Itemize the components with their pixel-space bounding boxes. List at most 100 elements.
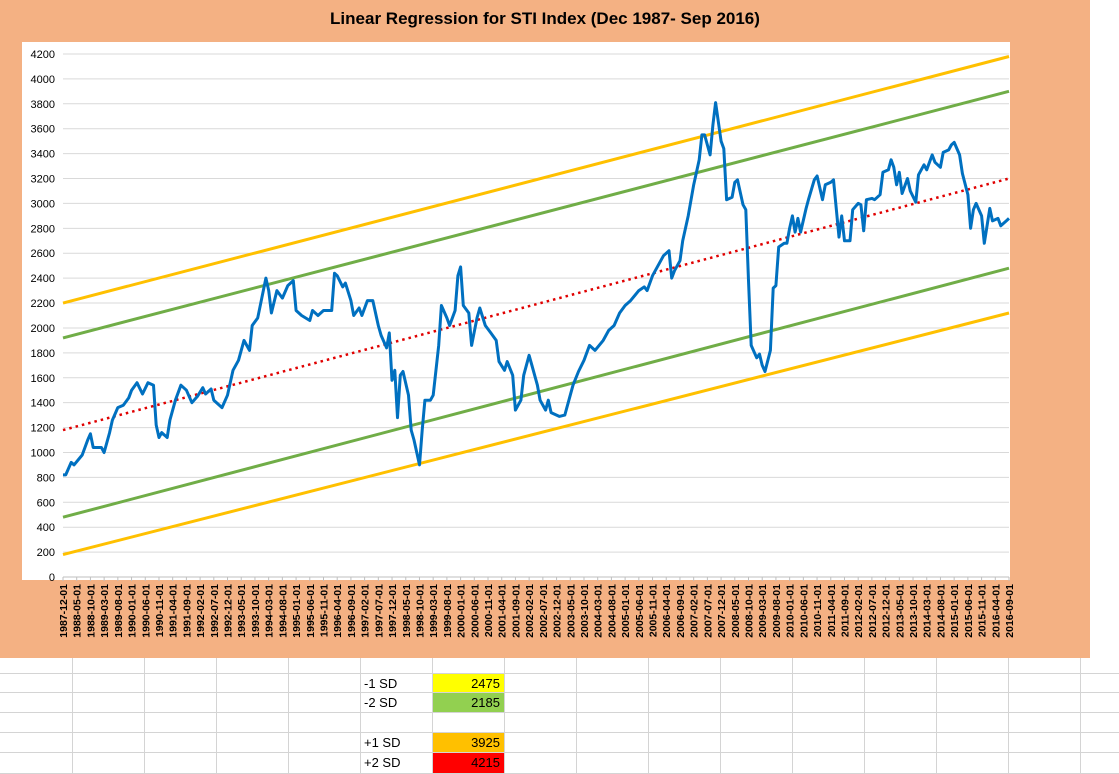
y-tick-label: 0	[49, 572, 55, 584]
sheet-cell[interactable]	[0, 753, 73, 774]
chart-area[interactable]: Linear Regression for STI Index (Dec 198…	[0, 0, 1090, 658]
sheet-cell[interactable]	[649, 753, 721, 774]
sheet-cell[interactable]	[577, 693, 649, 713]
sheet-cell[interactable]	[217, 658, 289, 674]
sheet-cell[interactable]	[649, 674, 721, 693]
sheet-cell[interactable]	[577, 674, 649, 693]
sd-label-cell[interactable]: -1 SD	[361, 674, 433, 693]
sheet-cell[interactable]	[793, 753, 865, 774]
sheet-cell[interactable]	[73, 693, 145, 713]
sheet-cell[interactable]	[649, 693, 721, 713]
sheet-cell[interactable]	[937, 713, 1009, 733]
sheet-cell[interactable]	[289, 713, 361, 733]
sheet-cell[interactable]	[1009, 658, 1081, 674]
sheet-cell[interactable]	[217, 753, 289, 774]
sheet-cell[interactable]	[1009, 674, 1081, 693]
sheet-cell[interactable]	[937, 693, 1009, 713]
sheet-cell[interactable]	[1009, 693, 1081, 713]
sheet-cell[interactable]	[145, 733, 217, 753]
sheet-cell[interactable]	[649, 733, 721, 753]
sheet-cell[interactable]	[577, 658, 649, 674]
sheet-cell[interactable]	[289, 733, 361, 753]
sheet-cell[interactable]	[1081, 658, 1119, 674]
sheet-cell[interactable]	[217, 693, 289, 713]
sheet-cell[interactable]	[145, 753, 217, 774]
sheet-cell[interactable]	[289, 753, 361, 774]
sheet-cell[interactable]	[1081, 693, 1119, 713]
sheet-cell[interactable]	[937, 733, 1009, 753]
sheet-cell[interactable]	[721, 753, 793, 774]
sheet-cell[interactable]	[721, 674, 793, 693]
sheet-cell[interactable]	[145, 693, 217, 713]
sheet-cell[interactable]	[865, 674, 937, 693]
sd-label-cell[interactable]: +1 SD	[361, 733, 433, 753]
sheet-cell[interactable]	[505, 693, 577, 713]
sheet-cell[interactable]	[1009, 713, 1081, 733]
sheet-cell[interactable]	[865, 693, 937, 713]
sd-value-cell[interactable]: 3925	[433, 733, 505, 753]
sheet-cell[interactable]	[0, 713, 73, 733]
sheet-cell[interactable]	[865, 733, 937, 753]
sheet-cell[interactable]	[73, 713, 145, 733]
sheet-cell[interactable]	[865, 753, 937, 774]
sheet-cell[interactable]	[217, 674, 289, 693]
sheet-cell[interactable]	[937, 753, 1009, 774]
sheet-cell[interactable]	[1081, 674, 1119, 693]
sheet-cell[interactable]	[73, 674, 145, 693]
sheet-cell[interactable]	[937, 674, 1009, 693]
sheet-cell[interactable]	[721, 733, 793, 753]
sd-label-cell[interactable]	[361, 713, 433, 733]
sheet-cell[interactable]	[793, 693, 865, 713]
sheet-cell[interactable]	[289, 674, 361, 693]
x-tick-label: 2009-08-01	[771, 584, 783, 638]
sd-value-cell[interactable]: 2185	[433, 693, 505, 713]
sheet-cell[interactable]	[145, 674, 217, 693]
sheet-cell[interactable]	[793, 658, 865, 674]
sheet-cell[interactable]	[577, 733, 649, 753]
sheet-cell[interactable]	[361, 658, 433, 674]
sheet-cell[interactable]	[505, 753, 577, 774]
sheet-cell[interactable]	[649, 658, 721, 674]
sheet-cell[interactable]	[217, 713, 289, 733]
sheet-cell[interactable]	[145, 713, 217, 733]
sheet-cell[interactable]	[865, 658, 937, 674]
sd-value-cell[interactable]: 4215	[433, 753, 505, 774]
sheet-cell[interactable]	[865, 713, 937, 733]
sd-value-cell[interactable]	[433, 713, 505, 733]
sheet-cell[interactable]	[1081, 733, 1119, 753]
sheet-cell[interactable]	[649, 713, 721, 733]
sheet-cell[interactable]	[937, 658, 1009, 674]
sheet-cell[interactable]	[793, 713, 865, 733]
sheet-cell[interactable]	[1081, 713, 1119, 733]
sd-value-cell[interactable]: 2475	[433, 674, 505, 693]
sheet-cell[interactable]	[577, 753, 649, 774]
sd-label-cell[interactable]: +2 SD	[361, 753, 433, 774]
sheet-cell[interactable]	[505, 658, 577, 674]
sheet-cell[interactable]	[145, 658, 217, 674]
sheet-cell[interactable]	[1009, 753, 1081, 774]
sheet-cell[interactable]	[217, 733, 289, 753]
sheet-cell[interactable]	[577, 713, 649, 733]
sheet-cell[interactable]	[721, 693, 793, 713]
sheet-cell[interactable]	[721, 713, 793, 733]
sheet-cell[interactable]	[0, 733, 73, 753]
sheet-cell[interactable]	[721, 658, 793, 674]
regression-line--2-sd	[62, 311, 1010, 557]
sheet-cell[interactable]	[1009, 733, 1081, 753]
sheet-cell[interactable]	[289, 658, 361, 674]
sheet-cell[interactable]	[793, 733, 865, 753]
sheet-cell[interactable]	[73, 733, 145, 753]
sheet-cell[interactable]	[0, 674, 73, 693]
sd-label-cell[interactable]: -2 SD	[361, 693, 433, 713]
sheet-cell[interactable]	[73, 753, 145, 774]
sheet-cell[interactable]	[505, 674, 577, 693]
sheet-cell[interactable]	[0, 693, 73, 713]
sheet-cell[interactable]	[1081, 753, 1119, 774]
sheet-cell[interactable]	[505, 733, 577, 753]
sheet-cell[interactable]	[73, 658, 145, 674]
sheet-cell[interactable]	[505, 713, 577, 733]
sheet-cell[interactable]	[289, 693, 361, 713]
sheet-cell[interactable]	[0, 658, 73, 674]
sheet-cell[interactable]	[433, 658, 505, 674]
sheet-cell[interactable]	[793, 674, 865, 693]
